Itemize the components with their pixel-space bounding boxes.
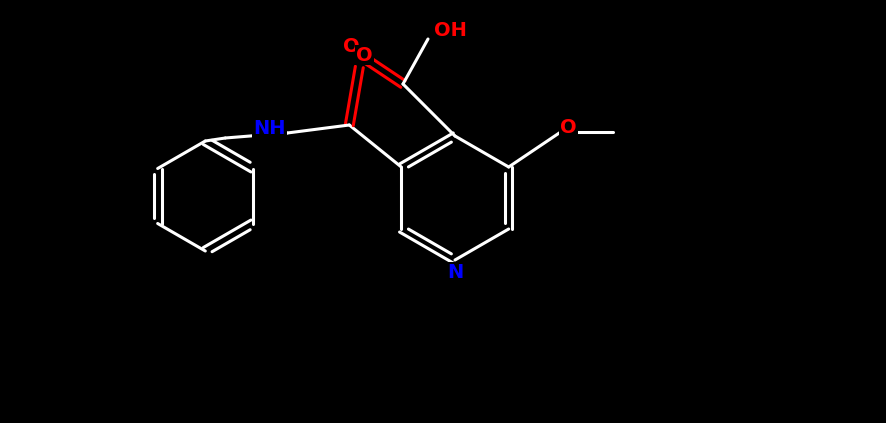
Text: O: O <box>560 118 577 137</box>
Text: O: O <box>356 46 373 64</box>
Text: NH: NH <box>253 118 285 137</box>
Text: N: N <box>447 263 463 281</box>
Text: O: O <box>343 36 360 55</box>
Text: OH: OH <box>433 22 466 41</box>
